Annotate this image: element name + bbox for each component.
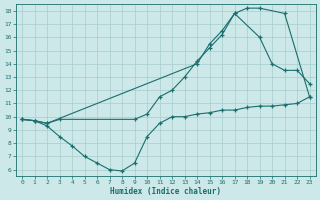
X-axis label: Humidex (Indice chaleur): Humidex (Indice chaleur) bbox=[110, 187, 221, 196]
